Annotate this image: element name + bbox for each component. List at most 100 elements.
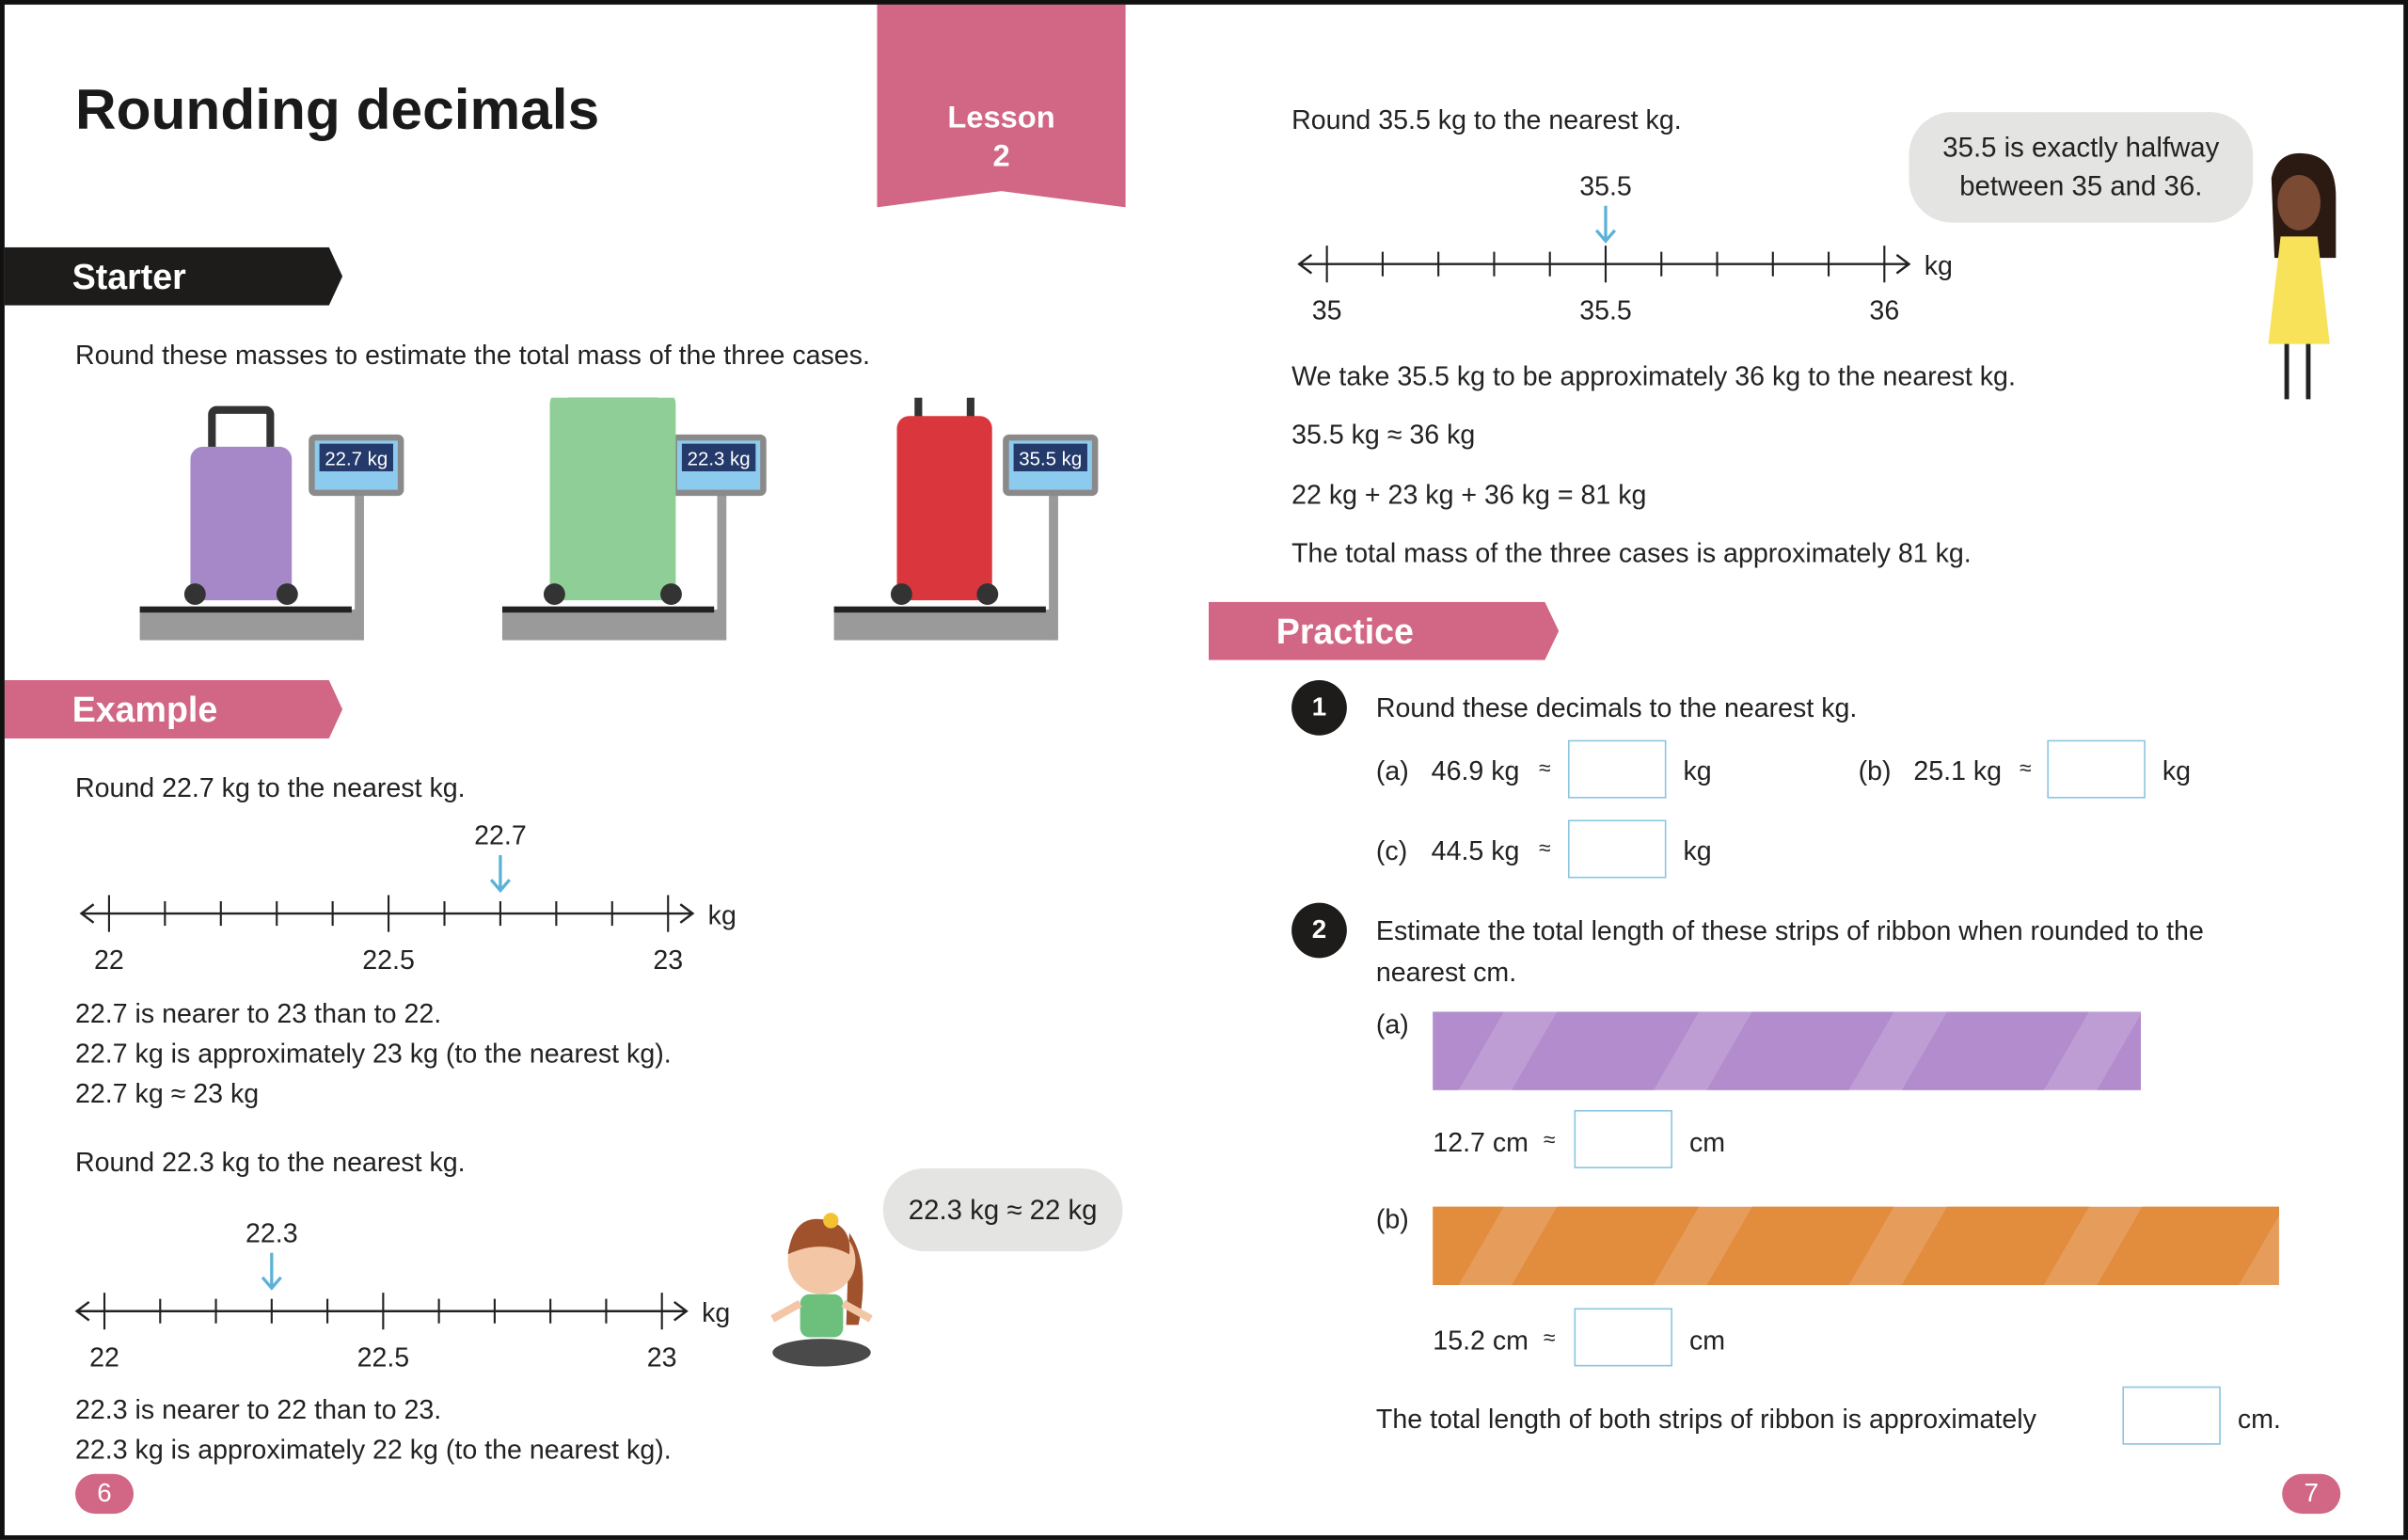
arrow-down-icon xyxy=(489,879,511,894)
unit-label: cm xyxy=(1688,1325,1726,1357)
tick-label: 23 xyxy=(647,1342,677,1373)
tick-label: 22 xyxy=(89,1342,119,1373)
item-label: (c) xyxy=(1375,834,1408,866)
item-label: (a) xyxy=(1375,754,1409,786)
answer-box[interactable] xyxy=(1574,1109,1673,1168)
suitcase-wheel xyxy=(276,583,298,606)
example-line: 22.7 kg is approximately 23 kg (to the n… xyxy=(75,1038,672,1069)
answer-box[interactable] xyxy=(1574,1308,1673,1367)
tick-label: 36 xyxy=(1869,295,1899,325)
suitcase-body xyxy=(190,446,293,601)
question-1-text: Round these decimals to the nearest kg. xyxy=(1375,692,1858,723)
arrow-left-icon xyxy=(1297,253,1313,275)
item-value: 46.9 kg xyxy=(1431,754,1520,786)
tick-label: 23 xyxy=(653,945,683,976)
suitcase-body xyxy=(549,397,676,601)
girl-character-illustration xyxy=(2268,152,2337,400)
example-q2: Round 22.3 kg to the nearest kg. xyxy=(75,1147,466,1178)
orange-ribbon xyxy=(1433,1206,2279,1285)
ribbon-value: 12.7 cm xyxy=(1433,1126,1529,1158)
scale-platform xyxy=(139,606,352,613)
scale-platform xyxy=(833,606,1046,613)
item-value: 25.1 kg xyxy=(1913,754,2003,786)
scale-base xyxy=(139,609,363,641)
approx-symbol: ≈ xyxy=(1543,1126,1556,1151)
unit-label: kg xyxy=(1925,251,1953,281)
suitcase-wheel xyxy=(890,583,912,606)
total-text: The total length of both strips of ribbo… xyxy=(1375,1403,2036,1435)
suitcase-wheel xyxy=(660,583,682,606)
unit-label: kg xyxy=(702,1298,730,1328)
tick-label: 22 xyxy=(94,945,124,976)
page-number-left: 6 xyxy=(75,1473,135,1515)
suitcase-on-scale: 22.3 kg xyxy=(501,397,767,641)
answer-box[interactable] xyxy=(2047,739,2146,799)
right-q3: Round 35.5 kg to the nearest kg. xyxy=(1291,103,1682,135)
ribbon-value: 15.2 cm xyxy=(1433,1325,1529,1357)
page-title: Rounding decimals xyxy=(75,78,600,142)
marker-label: 22.3 xyxy=(246,1218,298,1248)
scale-readout xyxy=(681,443,756,472)
scale-platform xyxy=(501,606,715,613)
unit-label: kg xyxy=(1683,754,1712,786)
scale-post xyxy=(1049,489,1058,641)
scale-post xyxy=(717,489,727,641)
example-line: 22.7 is nearer to 23 than to 22. xyxy=(75,997,442,1029)
tick-label: 22.5 xyxy=(357,1342,410,1373)
question-2-text: Estimate the total length of these strip… xyxy=(1375,914,2204,946)
answer-box[interactable] xyxy=(1567,739,1667,799)
ribbon-label: (b) xyxy=(1375,1203,1409,1235)
question-number-2: 2 xyxy=(1291,902,1347,959)
question-2-text: nearest cm. xyxy=(1375,956,1517,988)
scale-reading: 22.3 kg xyxy=(688,449,751,469)
scale-reading: 22.7 kg xyxy=(325,449,388,469)
total-answer-box[interactable] xyxy=(2122,1386,2221,1445)
right-line: The total mass of the three cases is app… xyxy=(1291,537,1972,568)
suitcase-wheel xyxy=(543,583,565,606)
right-line: 35.5 kg ≈ 36 kg xyxy=(1291,419,1476,451)
tick-label: 35 xyxy=(1312,295,1342,325)
arrow-right-icon xyxy=(1895,253,1911,275)
speech-bubble: 35.5 is exactly halfway between 35 and 3… xyxy=(1909,112,2254,223)
approx-symbol: ≈ xyxy=(1538,834,1551,860)
number-line-35-36: 35 35.5 36 kg 35.5 xyxy=(1297,171,1953,325)
example-line: 22.3 kg is approximately 22 kg (to the n… xyxy=(75,1434,672,1465)
right-line: We take 35.5 kg to be approximately 36 k… xyxy=(1291,360,2016,392)
example-line: 22.7 kg ≈ 23 kg xyxy=(75,1077,260,1109)
unit-label: kg xyxy=(2162,754,2192,786)
arrow-down-icon xyxy=(1594,229,1617,244)
arrow-down-icon xyxy=(261,1276,282,1291)
unit-label: cm xyxy=(1688,1126,1726,1158)
tick-label: 35.5 xyxy=(1579,295,1632,325)
number-line-22-23: 22 22.5 23 kg 22.3 xyxy=(74,1218,730,1373)
suitcase-wheel xyxy=(183,583,206,606)
example-heading: Example xyxy=(4,679,343,738)
answer-box[interactable] xyxy=(1567,819,1667,879)
suitcase-on-scale: 35.5 kg xyxy=(833,397,1099,641)
question-number-1: 1 xyxy=(1291,679,1347,736)
unit-label: kg xyxy=(1683,834,1712,866)
scale-base xyxy=(501,609,725,641)
scale-readout xyxy=(1013,443,1087,472)
approx-symbol: ≈ xyxy=(1543,1325,1556,1350)
practice-heading: Practice xyxy=(1208,601,1560,660)
unit-label: kg xyxy=(708,900,737,930)
total-unit: cm. xyxy=(2237,1403,2281,1435)
scale-readout xyxy=(319,443,393,472)
item-value: 44.5 kg xyxy=(1431,834,1520,866)
arrow-right-icon xyxy=(673,1300,689,1322)
example-q1: Round 22.7 kg to the nearest kg. xyxy=(75,771,466,803)
page-number-right: 7 xyxy=(2282,1473,2341,1515)
suitcase-wheel xyxy=(976,583,999,606)
marker-label: 22.7 xyxy=(474,821,527,851)
starter-heading: Starter xyxy=(4,246,343,306)
arrow-left-icon xyxy=(79,903,95,924)
girl-character-illustration xyxy=(770,1213,873,1367)
arrow-right-icon xyxy=(679,903,695,924)
approx-symbol: ≈ xyxy=(1538,754,1551,781)
approx-symbol: ≈ xyxy=(2020,754,2032,781)
right-line: 22 kg + 23 kg + 36 kg = 81 kg xyxy=(1291,479,1647,510)
suitcase-on-scale: 22.7 kg xyxy=(139,405,404,641)
lesson-ribbon: Lesson 2 xyxy=(877,4,1126,208)
ribbon-label: (a) xyxy=(1375,1008,1409,1040)
